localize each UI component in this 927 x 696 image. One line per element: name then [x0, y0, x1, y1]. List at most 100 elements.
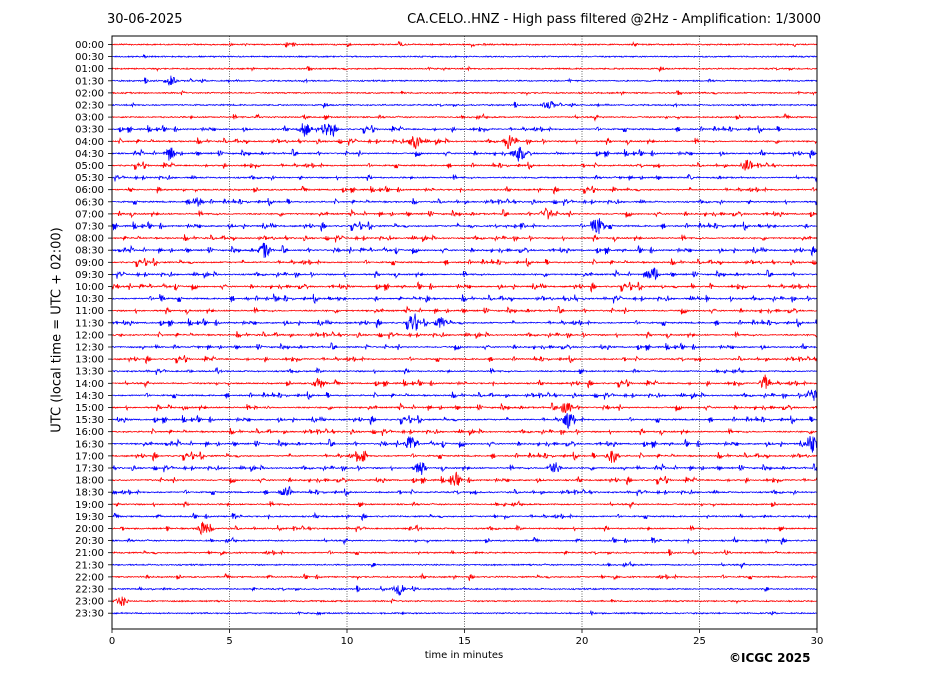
- trace-0800: [111, 234, 818, 243]
- y-tick-label: 06:00: [75, 185, 104, 196]
- trace-0230: [111, 100, 818, 109]
- trace-1600: [111, 427, 817, 437]
- y-tick-label: 17:30: [75, 464, 104, 475]
- y-tick-label: 04:30: [75, 149, 104, 160]
- trace-1930: [111, 511, 818, 522]
- trace-1900: [111, 500, 818, 510]
- trace-0630: [111, 197, 818, 207]
- y-tick-label: 04:00: [75, 137, 104, 148]
- y-tick-label: 21:30: [75, 560, 104, 571]
- trace-1800: [111, 471, 818, 486]
- y-tick-label: 13:00: [75, 355, 104, 366]
- y-tick-label: 11:00: [75, 306, 104, 317]
- y-tick-label: 18:00: [75, 476, 104, 487]
- y-tick-label: 20:30: [75, 536, 104, 547]
- trace-1830: [112, 485, 818, 497]
- trace-0900: [111, 257, 818, 268]
- copyright-label: ©ICGC 2025: [729, 651, 811, 665]
- y-tick-label: 07:00: [75, 209, 104, 220]
- y-tick-label: 22:00: [75, 572, 104, 583]
- trace-0600: [111, 185, 818, 195]
- trace-2030: [111, 535, 818, 546]
- trace-1000: [111, 281, 818, 293]
- y-axis-label: UTC (local time = UTC + 02:00): [49, 227, 65, 433]
- trace-0430: [111, 146, 818, 162]
- y-tick-label: 16:30: [75, 439, 104, 450]
- trace-0830: [111, 242, 818, 258]
- y-tick-label: 11:30: [75, 318, 104, 329]
- chart-title: CA.CELO..HNZ - High pass filtered @2Hz -…: [407, 12, 821, 27]
- trace-0200: [111, 90, 818, 97]
- y-tick-label: 07:30: [75, 222, 104, 233]
- x-tick-label: 20: [576, 636, 589, 647]
- trace-0700: [111, 207, 818, 220]
- y-tick-label: 00:00: [75, 40, 104, 51]
- y-tick-label: 22:30: [75, 585, 104, 596]
- y-tick-label: 12:30: [75, 343, 104, 354]
- y-tick-label: 14:00: [75, 379, 104, 390]
- trace-0100: [111, 65, 818, 73]
- trace-0930: [111, 267, 818, 281]
- trace-1230: [111, 342, 818, 351]
- trace-1430: [111, 389, 818, 401]
- trace-2000: [111, 521, 818, 536]
- y-tick-label: 15:30: [75, 415, 104, 426]
- trace-0730: [111, 218, 818, 235]
- trace-0130: [111, 75, 818, 87]
- trace-0000: [111, 41, 818, 49]
- y-tick-label: 19:00: [75, 500, 104, 511]
- trace-0500: [111, 159, 818, 171]
- trace-1400: [112, 374, 818, 389]
- trace-2100: [112, 549, 818, 557]
- trace-0530: [111, 173, 818, 183]
- trace-1300: [111, 355, 818, 365]
- trace-1700: [111, 450, 817, 463]
- y-tick-label: 20:00: [75, 524, 104, 535]
- y-tick-label: 10:30: [75, 294, 104, 305]
- trace-0030: [111, 54, 818, 59]
- y-tick-label: 16:00: [75, 427, 104, 438]
- trace-1500: [111, 402, 818, 414]
- x-tick-label: 25: [693, 636, 706, 647]
- trace-1730: [111, 462, 818, 476]
- y-tick-label: 19:30: [75, 512, 104, 523]
- y-tick-label: 03:30: [75, 125, 104, 136]
- y-tick-label: 02:00: [75, 88, 104, 99]
- y-tick-label: 01:30: [75, 76, 104, 87]
- y-tick-label: 08:30: [75, 246, 104, 257]
- x-tick-label: 5: [226, 636, 232, 647]
- y-tick-label: 13:30: [75, 367, 104, 378]
- y-tick-label: 17:00: [75, 451, 104, 462]
- date-label: 30-06-2025: [107, 12, 183, 27]
- y-tick-label: 23:00: [75, 597, 104, 608]
- y-tick-label: 09:00: [75, 258, 104, 269]
- y-tick-label: 10:00: [75, 282, 104, 293]
- y-tick-label: 09:30: [75, 270, 104, 281]
- y-tick-label: 18:30: [75, 488, 104, 499]
- trace-2300: [111, 596, 818, 607]
- y-tick-label: 15:00: [75, 403, 104, 414]
- x-axis-label: time in minutes: [424, 650, 504, 661]
- trace-2200: [111, 572, 818, 582]
- plot-frame: [111, 35, 818, 630]
- trace-1530: [111, 413, 818, 430]
- y-tick-label: 03:00: [75, 113, 104, 124]
- trace-1630: [111, 435, 818, 453]
- y-tick-label: 00:30: [75, 52, 104, 63]
- trace-0300: [111, 112, 818, 122]
- trace-2330: [111, 610, 817, 616]
- y-tick-label: 08:00: [75, 234, 104, 245]
- trace-2130: [111, 560, 818, 570]
- y-tick-label: 05:30: [75, 173, 104, 184]
- x-tick-label: 10: [341, 636, 354, 647]
- trace-0400: [112, 135, 818, 150]
- trace-1030: [111, 293, 818, 305]
- y-tick-label: 06:30: [75, 197, 104, 208]
- y-tick-label: 23:30: [75, 609, 104, 620]
- y-tick-label: 14:30: [75, 391, 104, 402]
- x-tick-label: 15: [458, 636, 471, 647]
- trace-1200: [111, 330, 818, 340]
- trace-1130: [111, 313, 818, 331]
- y-tick-label: 01:00: [75, 64, 104, 75]
